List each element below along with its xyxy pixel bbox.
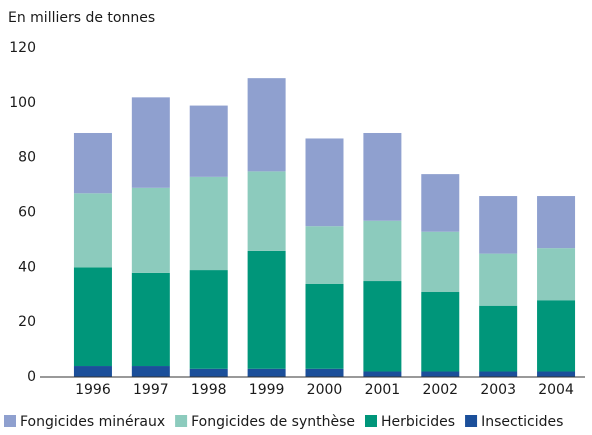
bar-segment bbox=[363, 220, 402, 282]
bar-segment bbox=[537, 300, 576, 372]
legend-swatch bbox=[4, 415, 16, 427]
bar-segment bbox=[247, 171, 286, 251]
x-tick-label: 1996 bbox=[75, 382, 111, 398]
bar-segment bbox=[247, 368, 286, 377]
y-tick-label: 100 bbox=[9, 95, 36, 111]
y-tick-label: 80 bbox=[18, 150, 36, 166]
bar-segment bbox=[131, 366, 170, 377]
bar-segment bbox=[131, 272, 170, 367]
y-axis-label: En milliers de tonnes bbox=[8, 10, 155, 26]
bar-segment bbox=[189, 270, 228, 369]
y-tick-label: 0 bbox=[27, 369, 36, 385]
bar-segment bbox=[421, 174, 460, 232]
legend-label: Herbicides bbox=[381, 414, 455, 430]
bar-segment bbox=[305, 283, 344, 369]
bar-segment bbox=[305, 368, 344, 377]
x-tick-label: 2002 bbox=[422, 382, 458, 398]
bar-segment bbox=[363, 371, 402, 377]
bar-segment bbox=[73, 193, 112, 268]
x-tick-label: 2000 bbox=[307, 382, 343, 398]
bar-segment bbox=[421, 371, 460, 377]
x-tick-label: 2001 bbox=[365, 382, 401, 398]
legend-label: Fongicides minéraux bbox=[20, 414, 165, 430]
legend-swatch bbox=[365, 415, 377, 427]
bar-segment bbox=[131, 187, 170, 273]
bar-segment bbox=[537, 196, 576, 249]
bar-segment bbox=[131, 97, 170, 188]
bar-segment bbox=[363, 281, 402, 372]
x-tick-label: 1999 bbox=[249, 382, 285, 398]
x-tick-label: 1998 bbox=[191, 382, 227, 398]
bar-segment bbox=[537, 248, 576, 301]
bar-segment bbox=[537, 371, 576, 377]
bar-segment bbox=[479, 305, 518, 372]
bar-segment bbox=[73, 366, 112, 377]
bar-segment bbox=[421, 231, 460, 293]
bar-segment bbox=[479, 196, 518, 254]
bar-segment bbox=[305, 138, 344, 227]
legend-swatch bbox=[465, 415, 478, 427]
x-tick-label: 1997 bbox=[133, 382, 169, 398]
bar-segment bbox=[189, 176, 228, 271]
y-tick-label: 40 bbox=[18, 259, 36, 275]
bar-segment bbox=[479, 253, 518, 306]
legend-label: Insecticides bbox=[481, 414, 563, 430]
y-tick-label: 60 bbox=[18, 205, 36, 221]
legend-label: Fongicides de synthèse bbox=[191, 414, 355, 430]
x-tick-label: 2003 bbox=[480, 382, 516, 398]
bar-segment bbox=[421, 292, 460, 372]
bar-segment bbox=[479, 371, 518, 377]
bar-segment bbox=[73, 267, 112, 367]
y-tick-label: 120 bbox=[9, 40, 36, 56]
bar-segment bbox=[247, 78, 286, 172]
bar-segment bbox=[189, 105, 228, 177]
legend-swatch bbox=[175, 415, 188, 427]
bar-segment bbox=[247, 250, 286, 369]
bar-segment bbox=[189, 368, 228, 377]
bar-segment bbox=[363, 132, 402, 221]
y-tick-label: 20 bbox=[18, 314, 36, 330]
bar-segment bbox=[73, 132, 112, 194]
bar-segment bbox=[305, 226, 344, 284]
x-tick-label: 2004 bbox=[538, 382, 574, 398]
